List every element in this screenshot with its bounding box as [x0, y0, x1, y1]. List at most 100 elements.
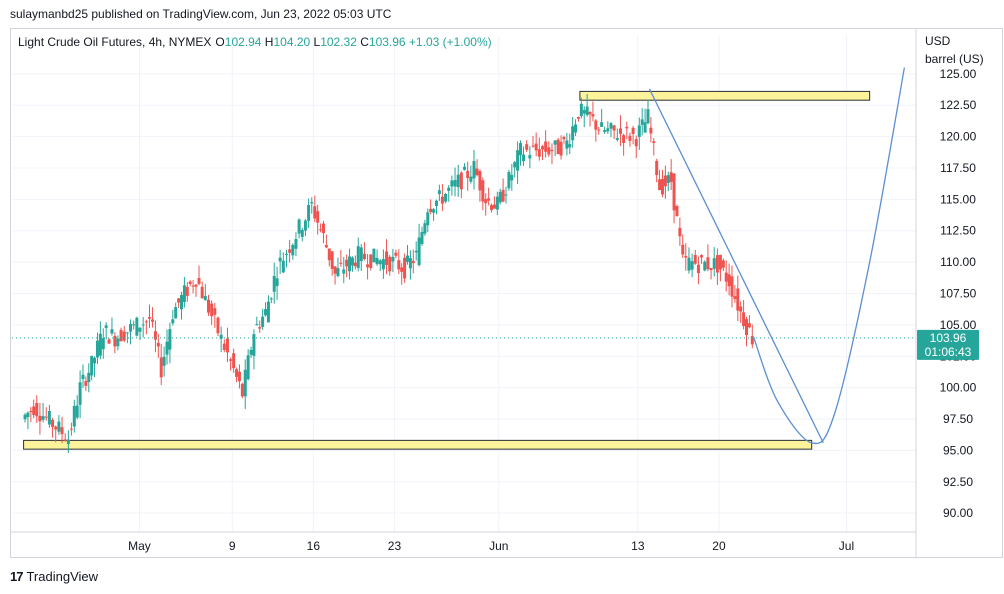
- candle-body: [528, 155, 532, 159]
- candle-body: [484, 199, 488, 204]
- candle-body: [182, 285, 186, 303]
- candle-body: [255, 324, 259, 326]
- candle-body: [637, 125, 641, 138]
- candle-body: [132, 324, 136, 326]
- candle-body: [628, 135, 632, 141]
- candle-body: [588, 111, 592, 115]
- candle-body: [87, 372, 91, 383]
- candle-body: [646, 109, 650, 124]
- candle-body: [618, 128, 622, 134]
- candle-body: [495, 196, 499, 210]
- candle-body: [110, 329, 114, 334]
- candle-body: [269, 298, 273, 300]
- candle-body: [591, 114, 595, 117]
- candle-body: [739, 306, 743, 312]
- candle-body: [93, 357, 97, 364]
- candle-body: [544, 141, 548, 152]
- candle-body: [345, 259, 349, 267]
- candle-body: [101, 338, 105, 350]
- candle-body: [321, 223, 325, 234]
- candle-body: [440, 196, 444, 204]
- candle-body: [219, 334, 223, 339]
- candle-body: [394, 252, 398, 256]
- zones: [23, 90, 871, 450]
- candle-body: [684, 255, 688, 258]
- candle-body: [403, 257, 407, 279]
- candle-body: [174, 307, 178, 319]
- candle-body: [420, 231, 424, 244]
- candle-body: [381, 259, 385, 270]
- candle-body: [284, 253, 288, 255]
- y-tick-label: 122.50: [940, 98, 977, 112]
- candle-body: [721, 260, 725, 268]
- candle-body: [264, 309, 268, 316]
- candle-body: [625, 126, 629, 129]
- candle-body: [678, 227, 682, 237]
- candle-body: [291, 244, 295, 256]
- price-tag-value: 103.96: [930, 331, 967, 345]
- candle-body: [501, 189, 505, 202]
- candle-body: [63, 439, 67, 441]
- candle-body: [574, 124, 578, 133]
- candle-body: [411, 260, 415, 264]
- y-tick-label: 90.00: [943, 506, 973, 520]
- candle-body: [672, 173, 676, 211]
- y-axis: 90.0092.5095.0097.50100.00102.50105.0010…: [915, 29, 977, 557]
- candle-body: [26, 412, 30, 418]
- candle-body: [730, 276, 734, 297]
- candle-body: [414, 250, 418, 253]
- candle-body: [450, 180, 454, 187]
- candle-body: [232, 353, 236, 369]
- candle-body: [703, 261, 707, 271]
- candle-body: [408, 258, 412, 269]
- candle-body: [327, 248, 331, 261]
- candle-body: [649, 127, 653, 134]
- candle-body: [576, 116, 580, 119]
- y-axis-unit: USD barrel (US): [925, 34, 984, 66]
- candle-body: [490, 205, 494, 211]
- candle-body: [310, 202, 314, 204]
- candle-body: [200, 286, 204, 299]
- candle-body: [466, 170, 470, 179]
- candle-body: [640, 119, 644, 125]
- symbol-legend: Light Crude Oil Futures, 4h, NYMEX O102.…: [18, 35, 492, 49]
- candle-body: [168, 329, 172, 350]
- candle-body: [690, 261, 694, 270]
- y-tick-label: 97.50: [943, 412, 973, 426]
- candle-body: [606, 128, 610, 132]
- candle-body: [400, 267, 404, 272]
- candle-body: [222, 343, 226, 350]
- candle-body: [281, 260, 285, 273]
- candle-body: [359, 247, 363, 262]
- candle-body: [72, 405, 76, 427]
- candle-body: [513, 162, 517, 168]
- drawings: [648, 67, 906, 445]
- candle-body: [456, 174, 460, 188]
- candle-body: [498, 191, 502, 203]
- candle-body: [252, 334, 256, 356]
- candle-body: [712, 258, 716, 269]
- candle-body: [324, 244, 328, 248]
- candle-body: [162, 356, 166, 366]
- candle-body: [469, 176, 473, 182]
- candle-body: [609, 123, 613, 129]
- candle-body: [240, 383, 244, 397]
- x-tick-label: Jul: [839, 539, 854, 553]
- candle-body: [406, 255, 409, 262]
- candle-body: [356, 246, 360, 269]
- candle-body: [643, 122, 647, 133]
- ohlc-values: O102.94 H104.20 L102.32 C103.96 +1.03 (+…: [215, 35, 491, 49]
- candle-body: [348, 256, 352, 272]
- candle-body: [565, 140, 569, 149]
- candle-body: [709, 268, 713, 271]
- candle-body: [693, 254, 697, 264]
- y-tick-label: 115.00: [940, 192, 976, 206]
- candle-body: [313, 206, 317, 219]
- candle-body: [316, 211, 320, 223]
- candle-body: [687, 257, 691, 271]
- candle-body: [559, 141, 563, 156]
- candle-body: [631, 127, 635, 134]
- y-tick-label: 107.50: [940, 287, 977, 301]
- x-tick-label: Jun: [489, 539, 508, 553]
